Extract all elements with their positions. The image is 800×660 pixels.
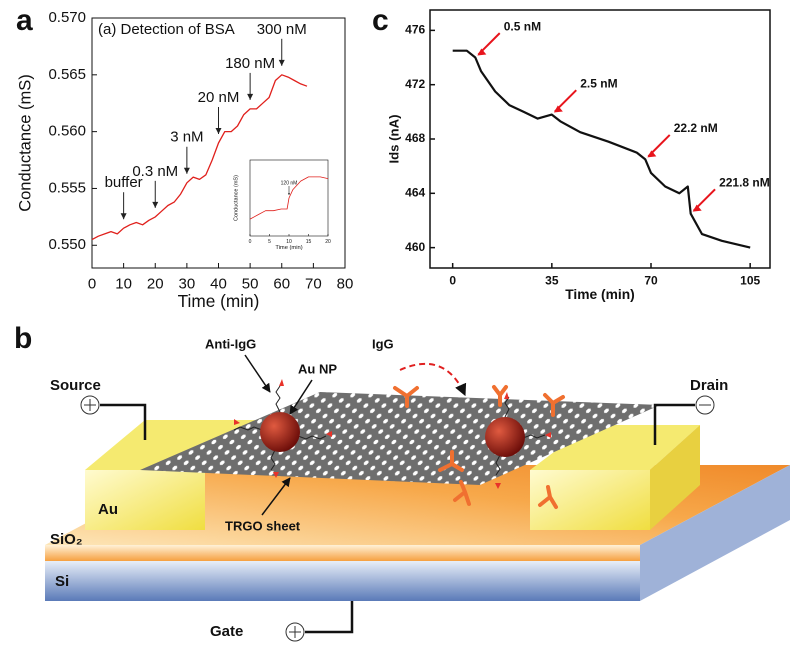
source-label: Source xyxy=(50,377,101,394)
si-layer xyxy=(45,561,640,601)
annotation-arrowhead xyxy=(692,204,702,212)
y-tick-label: 0.565 xyxy=(48,66,86,83)
annotation-label: 180 nM xyxy=(225,55,275,72)
annotation-arrowhead xyxy=(278,59,285,66)
annotation-label: 300 nM xyxy=(257,21,307,38)
gate-label: Gate xyxy=(210,623,243,640)
y-tick-label: 472 xyxy=(405,77,425,91)
annotation-arrowhead xyxy=(183,167,190,174)
sio2-label: SiO₂ xyxy=(50,531,83,548)
source-wire xyxy=(100,403,147,440)
igg-marks xyxy=(393,385,565,509)
annotation-label: 22.2 nM xyxy=(674,121,718,135)
y-tick-label: 464 xyxy=(405,185,425,199)
drain-top xyxy=(530,425,700,470)
pointer xyxy=(244,354,271,393)
annotation-label: 20 nM xyxy=(198,89,240,106)
igg-label: IgG xyxy=(372,336,394,351)
drain-wire xyxy=(653,403,695,445)
annotation-label: 2.5 nM xyxy=(580,76,617,90)
au-label: Au xyxy=(98,501,118,518)
panel-label: b xyxy=(14,322,32,355)
x-tick-label: 70 xyxy=(644,273,658,287)
x-tick-label: 0 xyxy=(88,275,96,292)
panel-label: a xyxy=(16,4,33,37)
plus-sign xyxy=(84,399,96,411)
annotation-label: buffer xyxy=(105,174,143,191)
annotation-arrowhead xyxy=(152,201,159,208)
annotation-label: 0.3 nM xyxy=(132,163,178,180)
x-tick-label: 20 xyxy=(325,239,331,245)
x-axis-label: Time (min) xyxy=(178,291,260,311)
x-tick-label: 10 xyxy=(286,239,292,245)
y-axis-label: Conductance (mS) xyxy=(233,175,239,221)
y-tick-label: 0.555 xyxy=(48,179,86,196)
panel-b: b Source Drain Au SiO₂ Si Gate Anti-IgG … xyxy=(14,322,790,642)
x-tick-label: 5 xyxy=(268,239,271,245)
x-tick-label: 80 xyxy=(337,275,354,292)
x-tick-label: 40 xyxy=(210,275,227,292)
y-tick-label: 460 xyxy=(405,240,425,254)
annotation-arrowhead xyxy=(247,93,254,100)
x-tick-label: 60 xyxy=(273,275,290,292)
au-np-label: Au NP xyxy=(298,361,337,376)
panel-a: 0 10 20 30 40 50 60 70 800.5500.5550.5600.5650.5… xyxy=(16,4,353,311)
y-tick-label: 468 xyxy=(405,131,425,145)
panel-a-inset: 0 5 10 15 20 Time (min) Conductance (mS) 120 nM xyxy=(233,159,331,251)
au-nanoparticle xyxy=(260,412,300,452)
substrate-side xyxy=(640,465,790,601)
y-axis-label: Conductance (mS) xyxy=(16,74,34,212)
x-tick-label: 70 xyxy=(305,275,322,292)
binding-arrow xyxy=(399,362,467,397)
gate-wire xyxy=(305,601,354,634)
si-label: Si xyxy=(55,573,69,590)
annotation-label: 0.5 nM xyxy=(504,19,541,33)
x-tick-label: 10 xyxy=(115,275,132,292)
au-nanoparticle xyxy=(485,417,525,457)
x-tick-label: 15 xyxy=(306,239,312,245)
panel-label: c xyxy=(372,4,389,37)
pointer xyxy=(261,477,291,516)
annotation-arrowhead xyxy=(477,48,487,56)
annotation-arrowhead xyxy=(215,128,222,134)
annotation-arrowhead xyxy=(288,193,290,195)
drain-side xyxy=(650,425,700,530)
drain-label: Drain xyxy=(690,377,728,394)
x-tick-label: 0 xyxy=(449,273,456,287)
source-electrode xyxy=(85,470,205,530)
sio2-layer xyxy=(45,545,640,561)
y-tick-label: 0.570 xyxy=(48,9,86,26)
pointer xyxy=(289,379,313,415)
x-tick-label: 35 xyxy=(545,273,559,287)
linkers xyxy=(233,385,546,476)
annotation-label: 3 nM xyxy=(170,129,203,146)
annotation-arrowhead xyxy=(553,105,563,113)
x-tick-label: 20 xyxy=(147,275,164,292)
x-axis-label: Time (min) xyxy=(565,287,635,302)
y-tick-label: 0.550 xyxy=(48,236,86,253)
annotation-label: 120 nM xyxy=(281,180,298,186)
annotation-arrowhead xyxy=(120,213,127,220)
x-axis-label: Time (min) xyxy=(275,245,302,251)
anti-igg-marks xyxy=(234,379,551,489)
y-axis-label: Ids (nA) xyxy=(386,114,401,163)
panel-c: 0 35 70 105 460 464 468 472 476 Time (min) Ids (nA… xyxy=(372,4,771,302)
data-line xyxy=(452,49,751,249)
x-tick-label: 0 xyxy=(249,239,252,245)
x-tick-label: 105 xyxy=(740,273,760,287)
y-tick-label: 0.560 xyxy=(48,123,86,140)
chart-title: (a) Detection of BSA xyxy=(98,21,235,38)
annotation-label: 221.8 nM xyxy=(719,175,770,189)
y-tick-label: 476 xyxy=(405,23,425,37)
data-line xyxy=(91,74,308,241)
plus-sign xyxy=(289,626,301,638)
x-tick-label: 30 xyxy=(179,275,196,292)
trgo-label: TRGO sheet xyxy=(225,518,301,533)
annotation-arrowhead xyxy=(647,150,657,158)
data-line xyxy=(249,176,329,220)
x-tick-label: 50 xyxy=(242,275,259,292)
anti-igg-label: Anti-IgG xyxy=(205,336,256,351)
